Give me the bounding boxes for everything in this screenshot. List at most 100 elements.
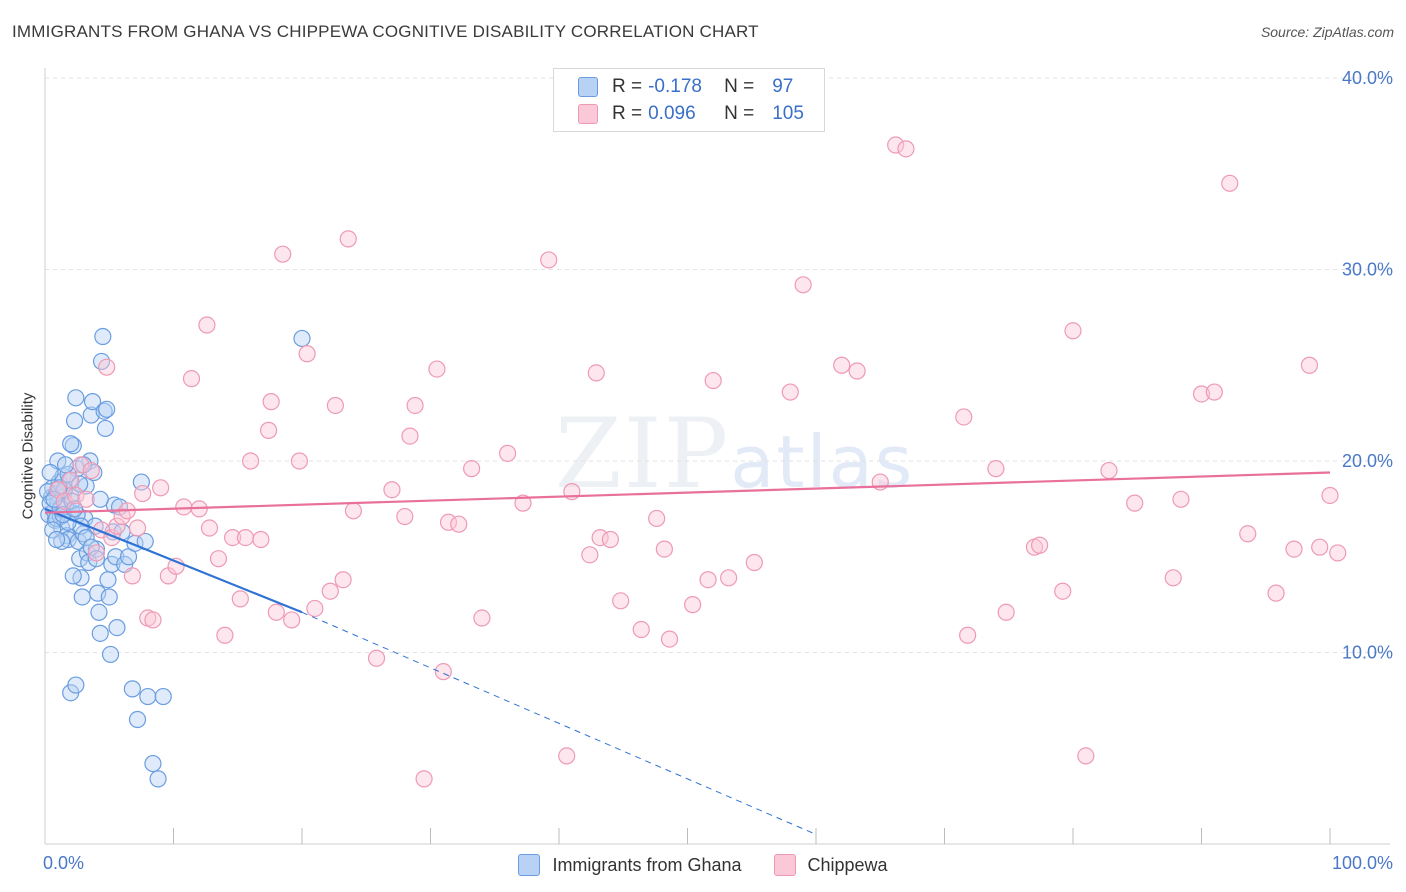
data-point (134, 484, 152, 503)
data-point (321, 582, 339, 600)
data-point (612, 592, 630, 610)
y-tick-label: 20.0% (1342, 451, 1393, 471)
data-point (632, 620, 650, 639)
chippewa-legend-swatch (773, 854, 796, 876)
data-point (144, 611, 162, 629)
data-point (95, 402, 113, 420)
data-point (699, 571, 717, 589)
data-point (326, 396, 345, 415)
trend-lines (44, 471, 1331, 835)
ghana-r-label: R = (612, 76, 643, 97)
data-point (67, 486, 85, 505)
data-point (1164, 569, 1182, 587)
data-point (128, 519, 147, 537)
ghana-n-label: N = (724, 76, 755, 97)
data-point (897, 140, 915, 158)
data-point (1285, 540, 1303, 558)
data-point (77, 490, 95, 508)
data-point (182, 370, 201, 388)
x-tick-label-max: 100.0% (1332, 853, 1393, 873)
x-tick-label-min: 0.0% (43, 853, 84, 873)
chippewa-n-value: 105 (772, 103, 804, 124)
data-point (745, 553, 763, 572)
data-point (1192, 385, 1211, 403)
legend-row-chippewa: R = 0.096 N = 105 (578, 102, 804, 126)
data-point (396, 507, 414, 526)
data-point (73, 588, 91, 606)
data-point (1329, 544, 1347, 562)
data-point (334, 571, 352, 589)
data-point (684, 596, 702, 614)
data-point (87, 550, 106, 568)
chippewa-swatch (578, 104, 598, 124)
data-point (152, 479, 170, 497)
source-label: Source: ZipAtlas.com (1260, 24, 1394, 40)
data-point (415, 770, 433, 788)
data-point (262, 393, 280, 411)
data-point (601, 530, 620, 549)
data-point (428, 360, 446, 378)
data-point (1172, 490, 1190, 508)
legend-item-chippewa[interactable]: Chippewa (773, 854, 888, 876)
data-point (41, 463, 59, 482)
data-point (1100, 461, 1118, 480)
y-tick-label: 40.0% (1342, 68, 1393, 88)
data-point (833, 356, 851, 374)
data-point (175, 498, 193, 516)
data-point (704, 371, 722, 390)
data-point (100, 588, 118, 606)
data-point (274, 245, 292, 263)
data-point (67, 389, 85, 407)
y-axis-label: Cognitive Disability (19, 392, 37, 520)
data-point (259, 421, 278, 439)
data-point (91, 490, 109, 508)
data-point (149, 770, 167, 788)
chippewa-trend-line (44, 471, 1331, 514)
legend-item-ghana[interactable]: Immigrants from Ghana (518, 854, 742, 876)
data-point (1267, 584, 1285, 602)
ghana-n-value: 97 (772, 76, 794, 97)
data-point (209, 550, 228, 568)
data-point (587, 364, 605, 382)
data-point (123, 680, 141, 698)
data-point (1321, 486, 1339, 505)
data-point (224, 528, 242, 547)
data-point (463, 460, 481, 478)
data-point (62, 471, 80, 489)
data-point (144, 754, 162, 773)
data-point (720, 569, 738, 587)
data-point (87, 544, 106, 562)
data-point (306, 599, 324, 618)
data-point (198, 316, 216, 334)
data-point (406, 396, 424, 415)
data-point (123, 567, 141, 585)
data-point (62, 435, 80, 453)
data-point (439, 513, 458, 531)
data-point (660, 630, 679, 648)
data-point (64, 567, 82, 585)
data-point (99, 571, 117, 589)
data-point (72, 456, 90, 474)
chippewa-r-label: R = (612, 103, 643, 124)
data-point (56, 456, 75, 474)
data-point (242, 452, 260, 470)
grid-lines (45, 77, 1390, 653)
data-point (267, 603, 285, 621)
data-point (540, 251, 558, 269)
data-point (794, 276, 812, 294)
data-point (293, 329, 311, 348)
stats-legend: R = -0.178 N = 97 R = 0.096 N = 105 (553, 68, 825, 132)
data-point (94, 327, 112, 346)
data-point (128, 710, 147, 729)
series-legend: Immigrants from Ghana Chippewa (0, 852, 1406, 878)
data-point (98, 400, 116, 418)
data-point (383, 481, 401, 499)
data-point (339, 230, 357, 248)
data-point (83, 393, 102, 411)
ghana-r-value: -0.178 (648, 76, 702, 97)
data-point (959, 626, 977, 644)
data-point (96, 419, 114, 438)
tick-labels: 10.0% 20.0% 30.0% 40.0% 0.0% 100.0% (43, 68, 1393, 873)
data-point (108, 619, 126, 637)
